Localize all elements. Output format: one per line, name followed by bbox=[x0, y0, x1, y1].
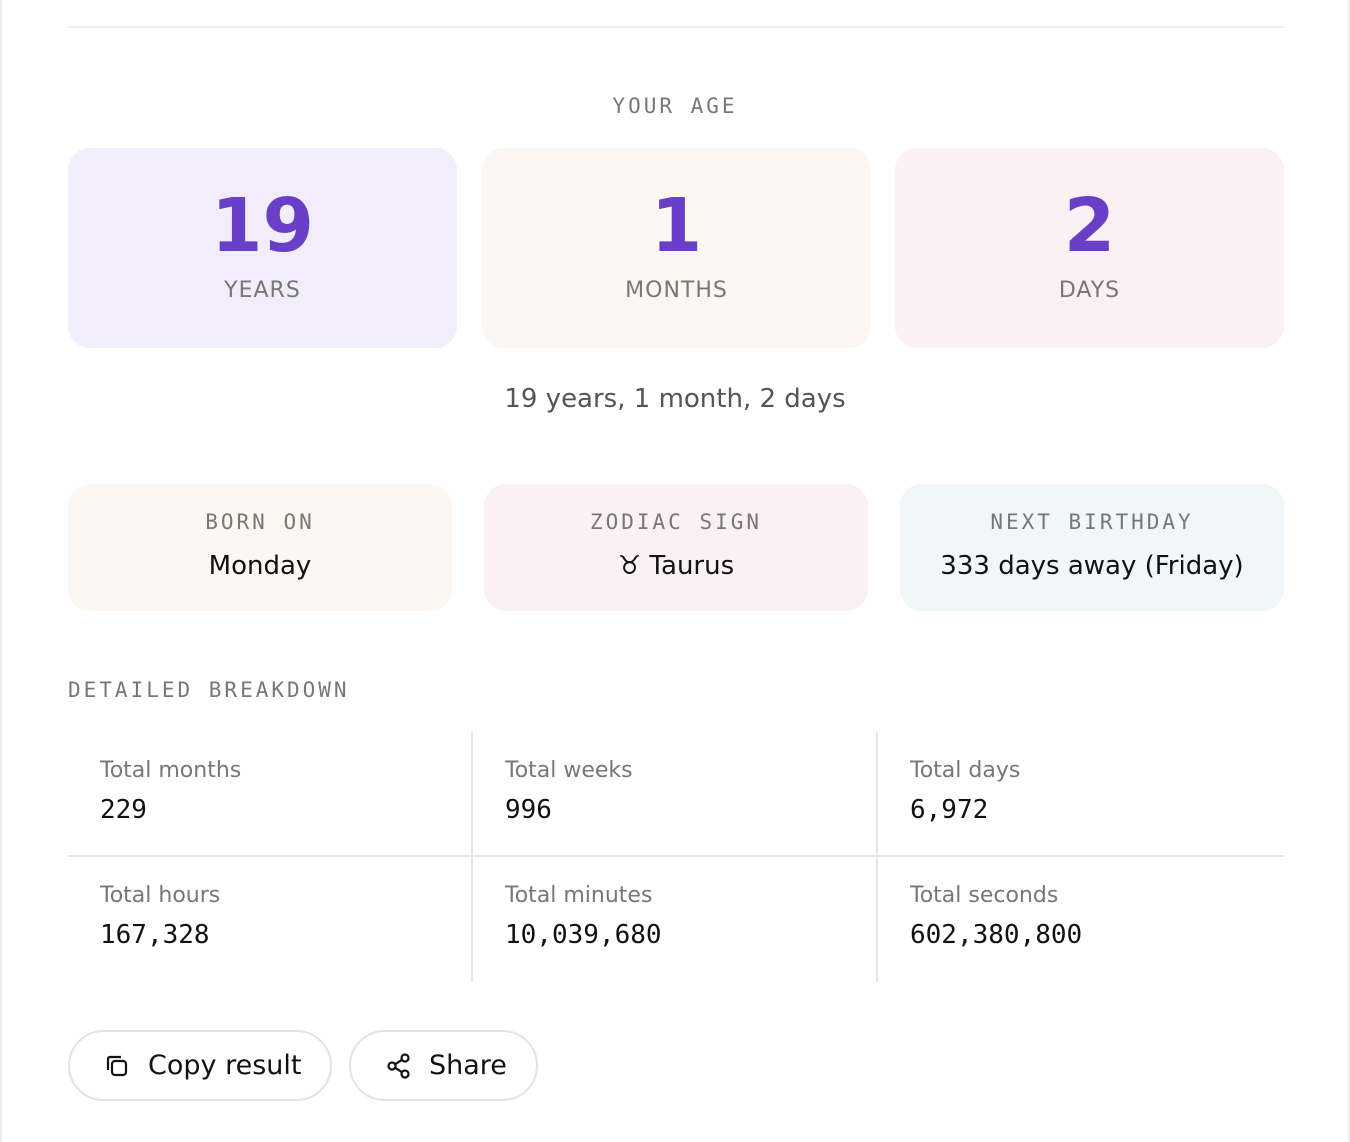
age-heading: YOUR AGE bbox=[612, 94, 738, 118]
cell-label: Total days bbox=[910, 758, 1021, 783]
cell-value: 10,039,680 bbox=[505, 920, 662, 950]
breakdown-cell: Total minutes 10,039,680 bbox=[473, 857, 878, 982]
button-label: Share bbox=[429, 1050, 507, 1081]
breakdown-heading: DETAILED BREAKDOWN bbox=[68, 678, 350, 702]
breakdown-cell: Total weeks 996 bbox=[473, 732, 878, 857]
unit-label: MONTHS bbox=[625, 278, 728, 303]
fact-value: 333 days away (Friday) bbox=[940, 551, 1244, 581]
copy-button[interactable]: Copy result bbox=[68, 1030, 332, 1101]
fact-card: BORN ON Monday bbox=[68, 484, 452, 611]
cell-value: 996 bbox=[505, 795, 552, 825]
share-icon bbox=[387, 1052, 410, 1079]
fact-card: NEXT BIRTHDAY 333 days away (Friday) bbox=[900, 484, 1284, 611]
copy-icon bbox=[106, 1055, 128, 1076]
cell-label: Total months bbox=[100, 758, 242, 783]
unit-label: YEARS bbox=[224, 278, 301, 303]
cell-label: Total hours bbox=[100, 883, 221, 908]
breakdown-cell: Total days 6,972 bbox=[878, 732, 1284, 857]
cell-label: Total weeks bbox=[505, 758, 633, 783]
breakdown-cell: Total months 229 bbox=[68, 732, 473, 857]
cell-label: Total minutes bbox=[505, 883, 653, 908]
cell-value: 602,380,800 bbox=[910, 920, 1083, 950]
breakdown-cell: Total seconds 602,380,800 bbox=[878, 857, 1284, 982]
cell-value: 229 bbox=[100, 795, 147, 825]
breakdown-grid: Total months 229 Total weeks 996 Total day… bbox=[68, 732, 1284, 982]
unit-label: DAYS bbox=[1058, 278, 1121, 303]
age-summary: 19 years, 1 month, 2 days bbox=[504, 384, 846, 414]
fact-card: ZODIAC SIGN ♉ Taurus bbox=[484, 484, 868, 611]
unit-value: 2 bbox=[1063, 183, 1116, 269]
divider bbox=[68, 26, 1284, 28]
fact-value: ♉ Taurus bbox=[617, 551, 735, 581]
unit-value: 1 bbox=[650, 183, 703, 269]
unit-card: 19 YEARS bbox=[68, 148, 457, 348]
share-button[interactable]: Share bbox=[349, 1030, 538, 1101]
unit-card: 2 DAYS bbox=[895, 148, 1284, 348]
cell-label: Total seconds bbox=[910, 883, 1059, 908]
breakdown-cell: Total hours 167,328 bbox=[68, 857, 473, 982]
fact-value: Monday bbox=[208, 551, 312, 581]
cell-value: 167,328 bbox=[100, 920, 210, 950]
unit-value: 19 bbox=[211, 183, 314, 269]
button-label: Copy result bbox=[148, 1050, 302, 1081]
fact-label: BORN ON bbox=[205, 510, 315, 534]
unit-card: 1 MONTHS bbox=[482, 148, 871, 348]
cell-value: 6,972 bbox=[910, 795, 989, 825]
fact-label: ZODIAC SIGN bbox=[589, 510, 763, 534]
fact-label: NEXT BIRTHDAY bbox=[990, 510, 1194, 534]
